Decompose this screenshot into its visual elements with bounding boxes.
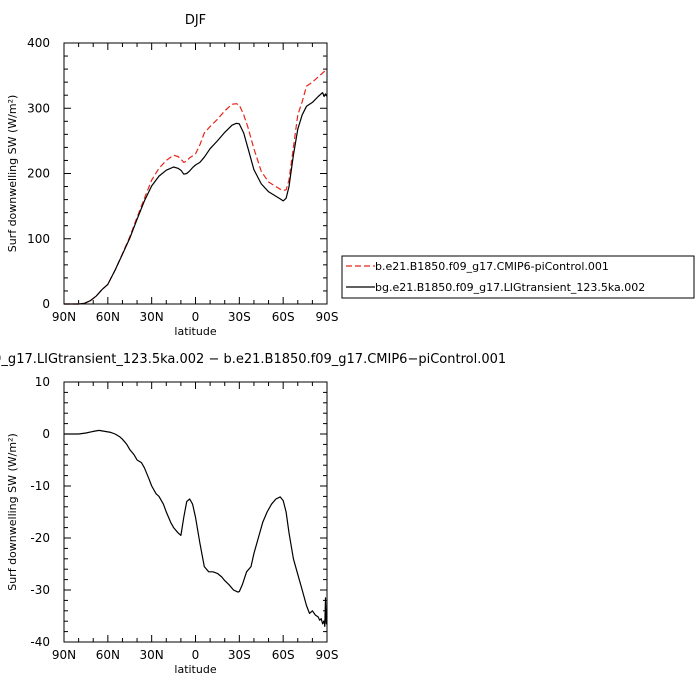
- y-tick-label: 0: [42, 427, 50, 441]
- y-tick-label: -30: [30, 583, 50, 597]
- y-tick-label: 0: [42, 297, 50, 311]
- x-tick-label: 60S: [272, 648, 295, 662]
- x-tick-label: 90N: [52, 310, 76, 324]
- x-tick-label: 30S: [228, 648, 251, 662]
- plot-title-2: bg.e21.B1850.f09_g17.LIGtransient_123.5k…: [0, 352, 506, 367]
- series-line-2-1: [64, 429, 328, 628]
- y-tick-label: 100: [27, 232, 50, 246]
- y-tick-label: -20: [30, 531, 50, 545]
- y-tick-label: 10: [35, 375, 50, 389]
- y-tick-label: 400: [27, 36, 50, 50]
- x-axis-title: latitude: [174, 663, 216, 676]
- x-tick-label: 30N: [140, 310, 164, 324]
- plot-frame-2: [63, 381, 328, 643]
- legend-label-2: bg.e21.B1850.f09_g17.LIGtransient_123.5k…: [375, 281, 645, 294]
- plot-frame-1: [63, 42, 328, 305]
- x-tick-label: 90S: [316, 648, 339, 662]
- x-tick-label: 30S: [228, 310, 251, 324]
- x-tick-label: 60N: [96, 310, 120, 324]
- y-axis-title: Surf downwelling SW (W/m²): [6, 433, 19, 591]
- series-line-1-2: [64, 91, 328, 305]
- series-line-1-1: [64, 68, 328, 305]
- y-tick-label: -10: [30, 479, 50, 493]
- x-tick-label: 0: [192, 310, 200, 324]
- legend-box: [341, 255, 695, 299]
- y-tick-label: 300: [27, 101, 50, 115]
- x-tick-label: 30N: [140, 648, 164, 662]
- x-tick-label: 60N: [96, 648, 120, 662]
- x-tick-label: 0: [192, 648, 200, 662]
- y-tick-label: 200: [27, 167, 50, 181]
- x-axis-title: latitude: [174, 325, 216, 338]
- x-tick-label: 60S: [272, 310, 295, 324]
- plot-title-1: DJF: [185, 13, 206, 28]
- x-tick-label: 90S: [316, 310, 339, 324]
- x-tick-label: 90N: [52, 648, 76, 662]
- y-axis-title: Surf downwelling SW (W/m²): [6, 95, 19, 253]
- y-tick-label: -40: [30, 635, 50, 649]
- legend-label-1: b.e21.B1850.f09_g17.CMIP6-piControl.001: [375, 260, 609, 273]
